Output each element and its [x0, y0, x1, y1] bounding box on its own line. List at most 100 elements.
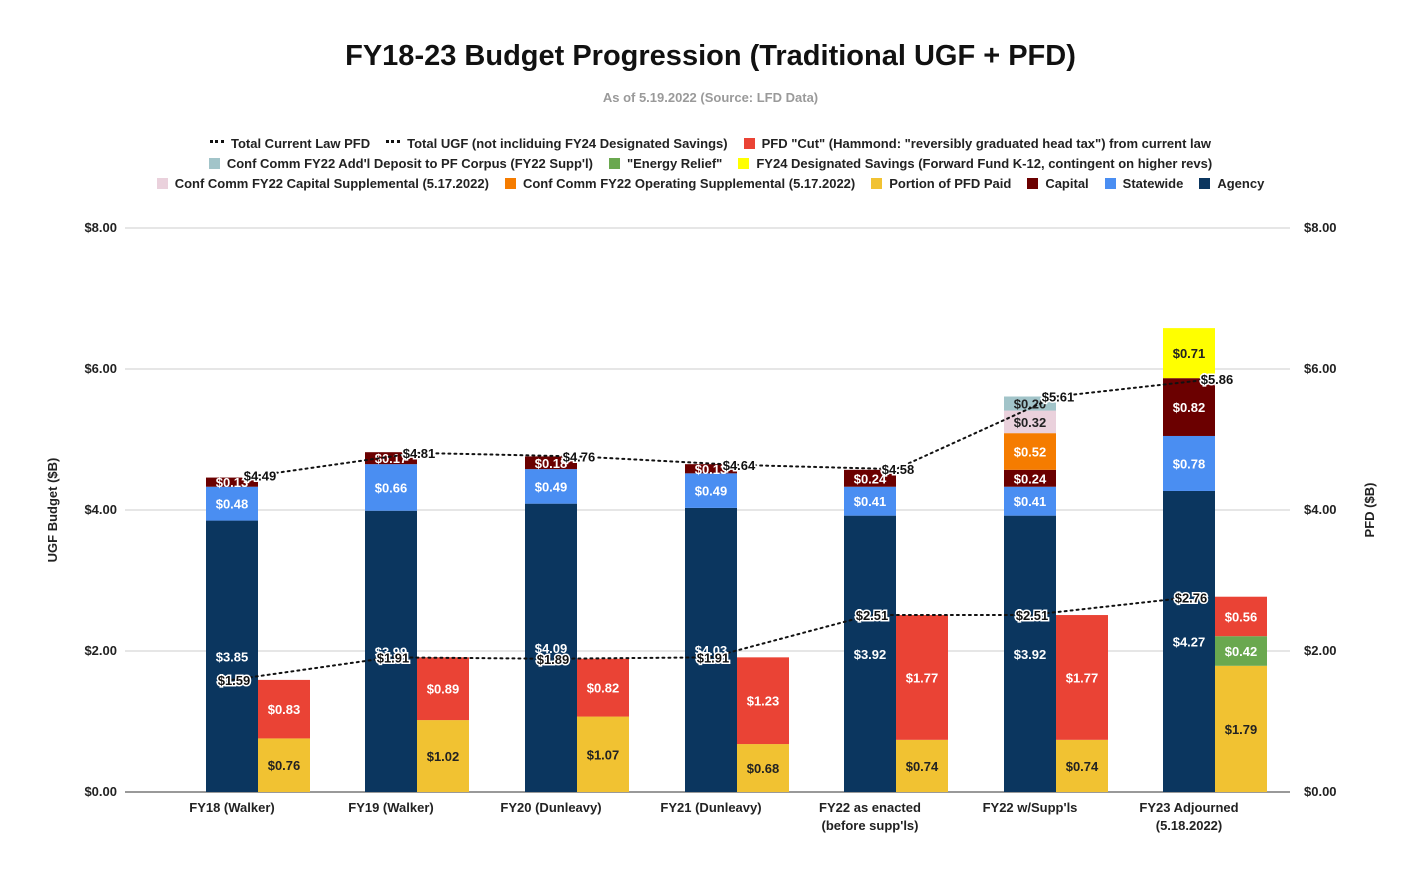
y-tick-label-left: $8.00 — [84, 220, 117, 235]
y-tick-label-right: $6.00 — [1304, 361, 1337, 376]
legend-item: Portion of PFD Paid — [871, 176, 1011, 191]
ugf_stack-data-label: $0.41 — [854, 494, 887, 509]
legend-line-swatch — [386, 139, 401, 147]
ugf_stack-bar-segment — [365, 510, 417, 792]
legend-item: Conf Comm FY22 Operating Supplemental (5… — [504, 176, 855, 191]
legend-item: "Energy Relief" — [608, 155, 723, 171]
pfd_stack-bar-segment — [1215, 636, 1267, 666]
ugf_stack-data-label: $0.82 — [1173, 400, 1206, 415]
line-data-label: $1.91 — [697, 650, 730, 665]
legend-color-swatch — [504, 177, 516, 189]
ugf_stack-bar-segment — [1163, 378, 1215, 436]
line-data-label: $4.64 — [723, 458, 756, 473]
legend-label: PFD "Cut" (Hammond: "reversibly graduate… — [761, 135, 1211, 151]
legend-color-swatch — [608, 157, 620, 169]
line-data-label: $2.51 — [856, 608, 889, 623]
y-tick-label-left: $6.00 — [84, 361, 117, 376]
pfd_stack-data-label: $0.56 — [1225, 609, 1258, 624]
ugf_stack-bar-segment — [844, 469, 896, 487]
pfd_stack-data-label: $0.42 — [1225, 644, 1258, 659]
ugf_stack-data-label: $0.17 — [375, 451, 408, 466]
legend-item: Capital — [1027, 175, 1089, 191]
pfd_stack-data-label: $0.74 — [1066, 759, 1099, 774]
legend-item: Total Current Law PFD — [209, 136, 370, 151]
y-tick-label-right: $4.00 — [1304, 502, 1337, 517]
pfd_stack-data-label: $0.89 — [427, 682, 460, 697]
line-series — [231, 596, 1190, 681]
ugf_stack-data-label: $0.52 — [1014, 444, 1047, 459]
legend-row: Total Current Law PFD Total UGF (not incl… — [40, 133, 1381, 153]
ugf_stack-data-label: $0.32 — [1014, 415, 1047, 430]
legend-item: Agency — [1199, 176, 1264, 191]
y-tick-label-right: $0.00 — [1304, 784, 1337, 799]
y-tick-label-right: $2.00 — [1304, 643, 1337, 658]
pfd_stack-data-label: $0.68 — [747, 761, 780, 776]
legend-color-swatch — [738, 157, 750, 169]
ugf_stack-bar-segment — [1163, 490, 1215, 792]
legend-color-swatch — [156, 177, 168, 189]
x-tick-label: FY19 (Walker) — [348, 800, 434, 815]
pfd_stack-bar-segment — [417, 720, 469, 792]
ugf_stack-data-label: $4.09 — [535, 641, 568, 656]
ugf_stack-data-label: $3.99 — [375, 644, 408, 659]
pfd_stack-bar-segment — [258, 679, 310, 739]
chart-subtitle: As of 5.19.2022 (Source: LFD Data) — [602, 90, 819, 105]
ugf_stack-bar-segment — [1004, 433, 1056, 470]
pfd_stack-bar-segment — [1215, 596, 1267, 637]
ugf_stack-bar-segment — [525, 469, 577, 504]
legend-color-swatch — [1199, 177, 1211, 189]
line-data-label: $4.76 — [563, 449, 596, 464]
ugf_stack-bar-segment — [1163, 435, 1215, 491]
legend-label: Conf Comm FY22 Capital Supplemental (5.1… — [174, 175, 489, 191]
legend-label: Capital — [1045, 175, 1089, 191]
pfd_stack-bar-segment — [737, 657, 789, 745]
ugf_stack-data-label: $3.85 — [216, 649, 249, 664]
y-tick-label-right: $8.00 — [1304, 220, 1337, 235]
ugf_stack-bar-segment — [1163, 328, 1215, 379]
line-data-label: $4.58 — [882, 462, 915, 477]
pfd_stack-bar-segment — [896, 739, 948, 792]
ugf_stack-bar-segment — [1004, 396, 1056, 411]
legend-line-swatch — [209, 139, 224, 147]
line-data-label: $5.61 — [1042, 389, 1075, 404]
x-tick-label: (before supp'ls) — [822, 818, 919, 833]
line-data-label: $4.81 — [403, 446, 436, 461]
legend-label: "Energy Relief" — [626, 155, 723, 171]
ugf_stack-data-label: $0.41 — [1014, 494, 1047, 509]
ugf_stack-bar-segment — [1004, 469, 1056, 487]
pfd_stack-bar-segment — [1056, 615, 1108, 740]
pfd_stack-data-label: $0.74 — [906, 759, 939, 774]
legend-item: Conf Comm FY22 Capital Supplemental (5.1… — [156, 175, 489, 191]
legend-item: Total UGF (not incliduing FY24 Designate… — [386, 136, 728, 151]
legend-row: Conf Comm FY22 Capital Supplemental (5.1… — [40, 173, 1381, 193]
legend-item: Conf Comm FY22 Add'l Deposit to PF Corpu… — [208, 156, 593, 171]
pfd_stack-bar-segment — [1215, 665, 1267, 792]
ugf_stack-bar-segment — [1004, 410, 1056, 434]
x-tick-label: FY22 as enacted — [819, 800, 921, 815]
pfd_stack-bar-segment — [896, 615, 948, 740]
ugf_stack-data-label: $0.13 — [216, 475, 249, 490]
line-data-label: $2.51 — [1016, 608, 1049, 623]
ugf_stack-data-label: $0.48 — [216, 497, 249, 512]
legend-color-swatch — [1027, 177, 1039, 189]
chart-title: FY18-23 Budget Progression (Traditional … — [345, 40, 1076, 72]
pfd_stack-data-label: $0.76 — [268, 758, 301, 773]
x-tick-label: FY18 (Walker) — [189, 800, 275, 815]
x-tick-label: (5.18.2022) — [1156, 818, 1223, 833]
x-tick-label: FY23 Adjourned — [1139, 800, 1238, 815]
ugf_stack-bar-segment — [365, 464, 417, 511]
ugf_stack-data-label: $3.92 — [854, 647, 887, 662]
ugf_stack-data-label: $0.20 — [1014, 397, 1047, 412]
legend-row: Conf Comm FY22 Add'l Deposit to PF Corpu… — [40, 153, 1381, 173]
ugf_stack-bar-segment — [685, 464, 737, 474]
x-tick-label: FY22 w/Supp'ls — [983, 800, 1078, 815]
ugf_stack-bar-segment — [525, 503, 577, 792]
ugf_stack-bar-segment — [844, 515, 896, 792]
ugf_stack-bar-segment — [365, 452, 417, 465]
legend-label: FY24 Designated Savings (Forward Fund K-… — [756, 155, 1213, 171]
legend-color-swatch — [743, 137, 755, 149]
ugf_stack-bar-segment — [685, 507, 737, 792]
line-data-label: $1.59 — [218, 673, 251, 688]
line-series — [257, 377, 1216, 477]
legend-color-swatch — [208, 157, 220, 169]
